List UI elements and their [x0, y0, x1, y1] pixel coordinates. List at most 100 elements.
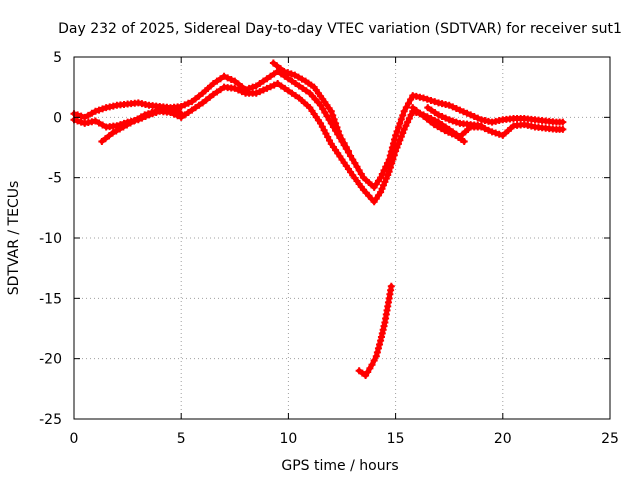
data-point-marker [206, 93, 214, 101]
data-point-marker [448, 130, 456, 138]
x-tick-label: 20 [494, 431, 512, 447]
data-point-marker [400, 107, 408, 115]
y-axis-label: SDTVAR / TECUs [6, 181, 22, 296]
x-tick-label: 25 [601, 431, 619, 447]
data-point-marker [256, 88, 264, 96]
data-point-marker [424, 104, 432, 112]
data-point-marker [495, 130, 503, 138]
data-point-marker [123, 121, 131, 129]
data-point-marker [437, 125, 445, 133]
data-point-marker [224, 74, 232, 82]
data-point-marker [399, 129, 407, 137]
data-point-marker [291, 71, 299, 79]
data-point-marker [340, 139, 348, 147]
data-point-marker [376, 340, 384, 348]
data-point-marker [434, 123, 442, 131]
series-secondary-track-c [424, 104, 485, 130]
data-point-marker [407, 111, 415, 119]
data-point-marker [392, 131, 400, 139]
data-point-marker [449, 117, 457, 125]
data-point-marker [101, 135, 109, 143]
data-point-marker [231, 84, 239, 92]
data-point-marker [427, 118, 435, 126]
data-point-marker [459, 108, 467, 116]
data-point-marker [292, 80, 300, 88]
x-tick-label: 10 [279, 431, 297, 447]
data-point-marker [84, 111, 92, 119]
data-point-marker [456, 106, 464, 114]
data-point-marker [364, 368, 372, 376]
data-point-marker [442, 114, 450, 122]
series-band [410, 105, 467, 144]
data-point-marker [270, 70, 278, 78]
data-point-marker [270, 81, 278, 89]
data-point-marker [423, 95, 431, 103]
data-point-marker [394, 123, 402, 131]
data-point-marker [374, 344, 382, 352]
data-point-marker [284, 69, 292, 77]
data-point-marker [396, 119, 404, 127]
data-point-marker [388, 159, 396, 167]
data-point-marker [252, 82, 260, 90]
data-point-marker [419, 94, 427, 102]
data-point-marker [397, 115, 405, 123]
series-secondary-track-b [409, 104, 468, 145]
data-point-marker [347, 152, 355, 160]
data-point-marker [452, 118, 460, 126]
data-point-marker [390, 151, 398, 159]
data-point-marker [234, 86, 242, 94]
data-point-marker [389, 155, 397, 163]
series-isolated-drop [355, 282, 395, 380]
y-tick-label: 0 [53, 110, 62, 126]
data-point-marker [281, 84, 289, 92]
data-point-marker [119, 123, 127, 131]
data-point-marker [330, 115, 338, 123]
data-point-marker [353, 163, 361, 171]
x-tick-label: 15 [387, 431, 405, 447]
data-point-marker [88, 109, 96, 117]
data-point-marker [195, 101, 203, 109]
data-point-marker [263, 84, 271, 92]
data-point-marker [366, 364, 374, 372]
data-point-marker [351, 159, 359, 167]
data-point-marker [98, 137, 106, 145]
data-point-marker [380, 166, 388, 174]
data-point-marker [288, 77, 296, 85]
data-point-marker [188, 106, 196, 114]
series-secondary-track-a [98, 105, 185, 145]
axis-layer: 0 5 10 15 20 25 5 0 -5 -10 -15 -20 -25 [39, 50, 619, 447]
series-band [356, 283, 394, 379]
data-point-marker [252, 89, 260, 97]
data-point-marker [217, 75, 225, 83]
data-point-marker [474, 114, 482, 122]
data-point-marker [191, 95, 199, 103]
y-tick-label: -25 [39, 412, 62, 428]
data-point-marker [280, 67, 288, 75]
data-point-marker [213, 88, 221, 96]
data-point-marker [292, 92, 300, 100]
data-point-marker [334, 127, 342, 135]
data-point-marker [559, 118, 567, 126]
data-point-marker [273, 62, 281, 70]
data-point-marker [287, 70, 295, 78]
data-point-marker [116, 125, 124, 133]
data-point-marker [438, 113, 446, 121]
data-point-marker [416, 109, 424, 117]
data-point-marker [130, 117, 138, 125]
data-point-marker [427, 106, 435, 114]
data-point-marker [409, 104, 417, 112]
data-point-marker [199, 99, 207, 107]
data-point-marker [220, 72, 228, 80]
data-point-marker [91, 107, 99, 115]
y-tick-label: 5 [53, 50, 62, 66]
data-point-marker [259, 86, 267, 94]
data-point-marker [362, 372, 370, 380]
data-point-marker [477, 122, 485, 130]
data-point-marker [399, 111, 407, 119]
data-point-marker [184, 99, 192, 107]
data-point-marker [402, 122, 410, 130]
data-point-marker [445, 116, 453, 124]
data-point-marker [378, 170, 386, 178]
data-point-marker [329, 111, 337, 119]
